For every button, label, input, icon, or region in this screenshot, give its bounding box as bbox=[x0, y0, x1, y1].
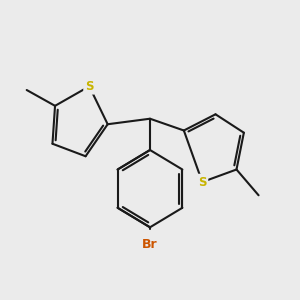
Text: S: S bbox=[198, 176, 206, 188]
Text: Br: Br bbox=[142, 238, 158, 250]
Text: S: S bbox=[85, 80, 94, 93]
